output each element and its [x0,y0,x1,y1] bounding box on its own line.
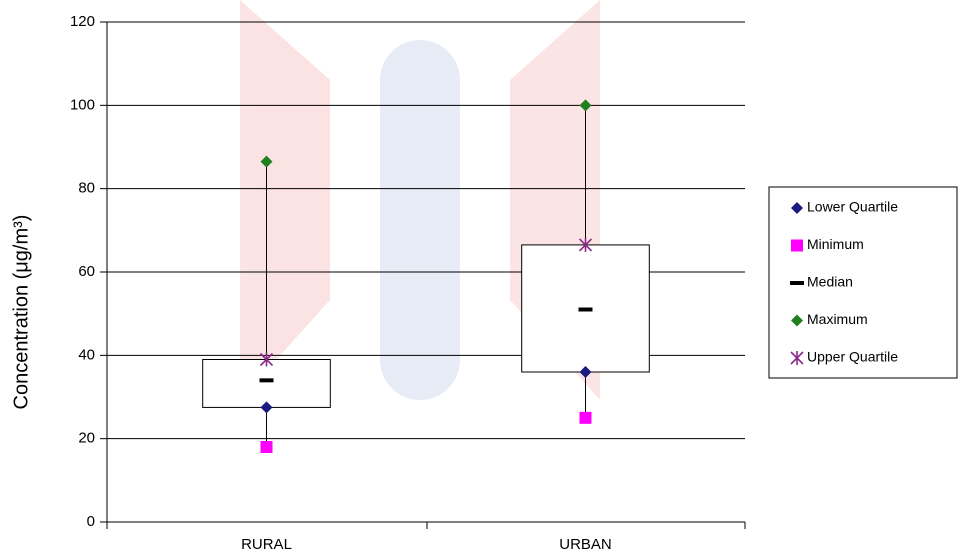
legend-marker [790,281,804,285]
y-tick-label: 40 [78,346,95,363]
legend-label: Maximum [807,311,868,327]
y-tick-label: 100 [70,96,95,113]
data-point [580,412,592,424]
chart: Concentration (μg/m³) 0 20 40 60 80 100 120 RUR… [0,0,963,554]
x-tick-label: URBAN [559,536,612,553]
legend-label: Median [807,274,853,290]
y-tick-label: 0 [87,513,95,530]
data-point [579,308,593,312]
data-point [261,441,273,453]
legend-label: Upper Quartile [807,349,898,365]
legend-label: Minimum [807,236,864,252]
legend-label: Lower Quartile [807,199,898,215]
y-tick-label: 60 [78,263,95,280]
x-tick-label: RURAL [241,536,292,553]
y-tick-label: 20 [78,430,95,447]
y-axis-title: Concentration (μg/m³) [10,215,32,410]
y-tick-label: 80 [78,180,95,197]
y-tick-label: 120 [70,13,95,30]
legend-marker [791,240,803,252]
box [203,360,331,408]
data-point [260,378,274,382]
